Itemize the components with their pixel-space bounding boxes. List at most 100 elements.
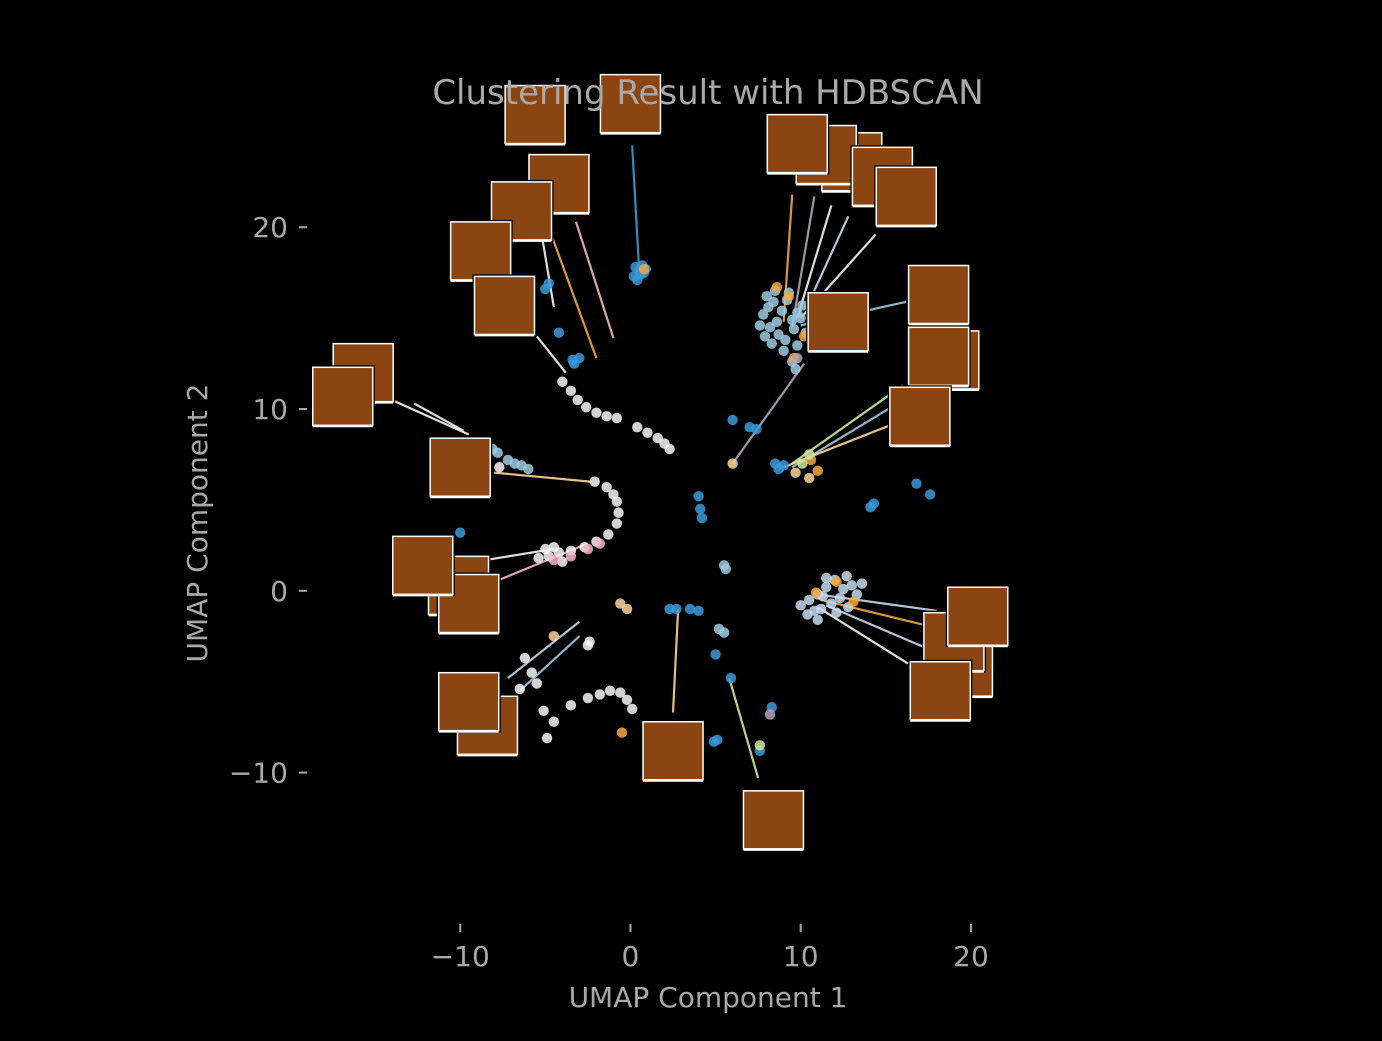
data-point (613, 507, 624, 518)
annotation-line (494, 471, 592, 483)
data-point (778, 345, 789, 357)
data-point (616, 727, 628, 738)
data-point (790, 363, 801, 375)
annotation-line (728, 677, 760, 779)
thumbnail (906, 263, 971, 326)
thumbnail (598, 72, 663, 135)
thumbnail-image (907, 264, 970, 325)
annotation-line (817, 606, 909, 665)
data-point (758, 309, 769, 320)
annotation-line (731, 362, 806, 465)
thumbnail-image (449, 221, 512, 281)
thumbnail-image (429, 437, 491, 497)
data-point (788, 323, 800, 335)
data-point (565, 551, 577, 562)
data-point (718, 627, 730, 638)
data-point (565, 700, 577, 711)
data-point (725, 672, 737, 684)
data-point (581, 402, 592, 413)
thumbnail-image (473, 275, 536, 336)
data-point (626, 703, 638, 715)
data-point (684, 603, 696, 615)
data-point (826, 598, 837, 609)
data-point (621, 603, 633, 615)
data-point (786, 314, 798, 326)
annotation-line (791, 196, 816, 328)
data-point (810, 587, 822, 598)
thumbnail (741, 788, 806, 851)
data-point (519, 652, 531, 664)
data-point (638, 263, 650, 275)
thumbnail (448, 219, 513, 282)
data-point (841, 571, 852, 582)
axes: −10 0 10 20 −10 0 10 20 (229, 211, 989, 973)
annotation-line (383, 395, 470, 436)
data-point (764, 709, 776, 720)
data-point (783, 291, 794, 302)
data-point (604, 685, 616, 696)
data-point (848, 596, 859, 607)
data-point (831, 607, 842, 618)
data-point (804, 472, 815, 484)
data-point (565, 385, 577, 397)
data-point (611, 412, 623, 424)
data-point (582, 692, 594, 704)
data-point (797, 300, 808, 311)
data-point (594, 538, 606, 549)
data-point (792, 340, 803, 351)
data-point (642, 427, 653, 438)
data-point (523, 463, 534, 475)
data-point (696, 512, 708, 524)
data-point (804, 594, 815, 606)
annotation-line (796, 205, 833, 319)
thumbnail-image (889, 386, 951, 447)
annotation-line (535, 335, 567, 374)
x-tick-label: 10 (783, 940, 819, 973)
annotation-line (574, 221, 615, 339)
thumbnail (765, 112, 830, 175)
data-point (831, 576, 842, 587)
data-point (708, 736, 720, 747)
data-point (601, 481, 612, 493)
thumbnail (428, 436, 493, 499)
data-point (548, 631, 560, 642)
thumbnail-image (742, 790, 805, 850)
x-axis-label: UMAP Component 1 (569, 981, 848, 1014)
data-point (865, 501, 876, 513)
data-point (754, 320, 766, 331)
data-point (790, 467, 801, 478)
thumbnail (641, 719, 706, 782)
data-point (455, 527, 466, 538)
thumbnail (874, 165, 939, 228)
annotation-line (631, 145, 641, 268)
thumbnail-image (312, 366, 374, 427)
data-point (797, 458, 808, 469)
y-axis-label: UMAP Component 2 (181, 384, 214, 663)
data-point (846, 580, 857, 591)
data-point (759, 331, 771, 342)
data-point (594, 689, 606, 700)
data-point (548, 541, 560, 553)
data-point (557, 556, 568, 567)
data-point (553, 327, 565, 338)
thumbnail (806, 290, 871, 353)
data-point (834, 592, 846, 604)
data-point (630, 262, 641, 273)
data-point (632, 422, 643, 433)
thumbnail-image (392, 535, 454, 596)
x-tick-label: 20 (953, 940, 989, 973)
data-point (780, 334, 791, 346)
data-point (514, 683, 526, 695)
chart-title: Clustering Result with HDBSCAN (432, 73, 983, 113)
data-point (538, 705, 549, 716)
data-point (812, 465, 823, 477)
data-point (601, 411, 612, 422)
data-point (754, 740, 766, 751)
thumbnail-image (766, 113, 829, 174)
data-points (455, 260, 936, 756)
thumbnail (503, 83, 568, 146)
thumbnail-image (907, 326, 970, 387)
thumbnail (436, 572, 501, 635)
